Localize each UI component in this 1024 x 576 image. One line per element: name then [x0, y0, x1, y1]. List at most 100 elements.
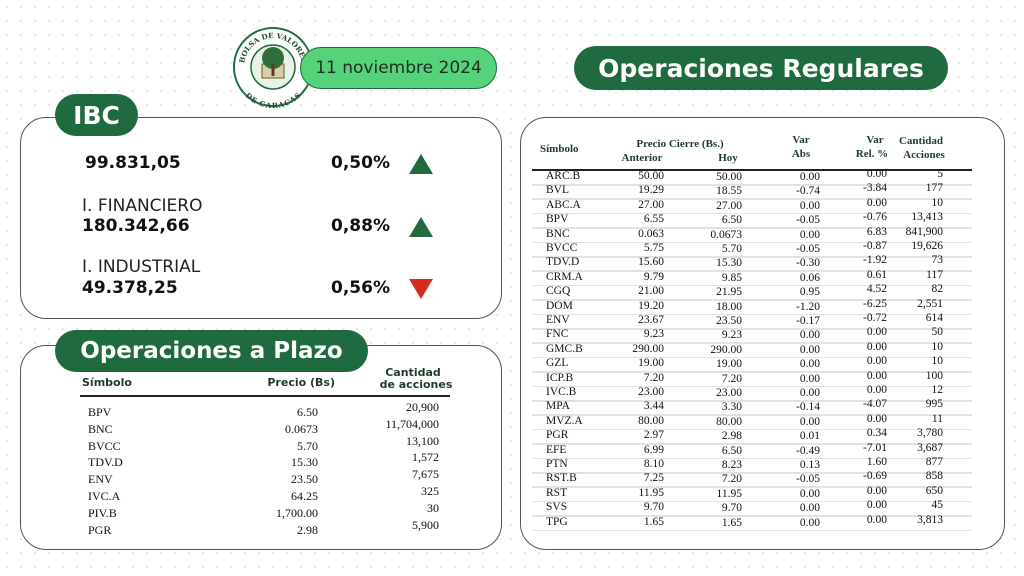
- reg-var-rel: 0.00: [866, 340, 887, 353]
- reg-anterior: 9.23: [643, 328, 664, 341]
- reg-quantity: 50: [931, 326, 944, 339]
- reg-hoy: 18.55: [716, 185, 742, 198]
- reg-symbol: ICP.B: [546, 371, 574, 384]
- reg-row-rule: [532, 270, 972, 272]
- reg-row-rule: [532, 241, 972, 244]
- reg-quantity: 3,780: [917, 427, 943, 440]
- plazo-header: Símbolo: [82, 376, 132, 389]
- reg-quantity: 73: [931, 254, 944, 267]
- reg-var-abs: -0.49: [796, 444, 820, 457]
- arrow-shape: [409, 217, 433, 237]
- reg-anterior: 80.00: [638, 414, 664, 427]
- reg-var-abs: 0.00: [799, 516, 820, 529]
- arrow-shape: [409, 279, 433, 299]
- reg-var-rel: 0.00: [866, 326, 887, 339]
- reg-hoy: 3.30: [721, 401, 742, 414]
- reg-quantity: 995: [925, 398, 943, 411]
- plazo-quantity: 11,704,000: [385, 416, 439, 431]
- reg-quantity: 841,900: [905, 225, 943, 238]
- reg-row-rule: [532, 400, 972, 402]
- reg-var-abs: -1.20: [796, 300, 820, 313]
- reg-row-rule: [532, 428, 972, 431]
- reg-var-rel: -0.76: [863, 211, 887, 224]
- reg-var-abs: 0.00: [799, 372, 820, 385]
- plazo-price: 6.50: [297, 405, 318, 419]
- reg-quantity: 177: [925, 182, 943, 195]
- reg-quantity: 117: [926, 268, 943, 281]
- plazo-price: 5.70: [297, 438, 318, 453]
- reg-hoy: 11.95: [716, 487, 742, 500]
- reg-quantity: 45: [931, 499, 944, 512]
- reg-hoy: 15.30: [716, 257, 742, 270]
- reg-symbol: BVCC: [546, 242, 578, 254]
- reg-var-rel: 4.52: [866, 283, 887, 296]
- reg-anterior: 6.99: [643, 443, 664, 456]
- plazo-quantity: 20,900: [406, 400, 439, 414]
- reg-var-rel: 0.00: [866, 355, 887, 368]
- reg-hoy: 9.70: [721, 502, 742, 515]
- plazo-quantity: 1,572: [412, 450, 439, 465]
- reg-header: Acciones: [903, 149, 945, 161]
- plazo-panel: [20, 345, 502, 550]
- reg-row-rule: [532, 515, 972, 517]
- reg-var-rel: -0.87: [863, 240, 887, 252]
- reg-hoy: 6.50: [721, 214, 742, 227]
- plazo-quantity: 30: [427, 500, 439, 515]
- reg-var-rel: -7.01: [863, 441, 887, 454]
- reg-row-rule: [532, 529, 972, 532]
- reg-symbol: TPG: [546, 515, 568, 528]
- reg-anterior: 9.70: [643, 501, 664, 514]
- reg-quantity: 650: [925, 484, 943, 497]
- reg-row-rule: [532, 328, 972, 330]
- reg-var-rel: 0.00: [866, 384, 887, 396]
- plazo-symbol: TDV.D: [88, 455, 123, 470]
- plazo-symbol: BVCC: [88, 438, 121, 453]
- reg-header: Rel. %: [855, 148, 889, 160]
- reg-var-abs: 0.00: [799, 199, 820, 212]
- index-label: I. FINANCIERO: [82, 196, 203, 216]
- reg-var-abs: 0.00: [799, 387, 820, 399]
- reg-var-rel: 1.60: [866, 456, 887, 468]
- reg-hoy: 23.50: [716, 315, 742, 327]
- reg-var-rel: -1.92: [863, 254, 887, 267]
- up-arrow: [409, 154, 433, 174]
- reg-quantity: 10: [931, 340, 944, 353]
- reg-row-rule: [532, 472, 972, 474]
- reg-symbol: RST: [546, 486, 568, 499]
- index-label: I. INDUSTRIAL: [82, 257, 201, 277]
- reg-row-rule: [532, 500, 972, 503]
- reg-var-abs: 0.00: [799, 358, 820, 371]
- reg-var-rel: 0.00: [866, 499, 887, 512]
- reg-var-rel: -3.84: [863, 182, 887, 195]
- reg-anterior: 6.55: [643, 213, 664, 226]
- reg-var-rel: 0.00: [866, 484, 887, 497]
- reg-var-rel: 0.00: [866, 168, 887, 180]
- plazo-header: de acciones: [379, 378, 453, 391]
- reg-var-rel: 0.00: [866, 369, 887, 382]
- index-change: 0,56%: [331, 278, 390, 298]
- plazo-price: 23.50: [291, 472, 318, 487]
- reg-anterior: 7.25: [643, 472, 664, 485]
- reg-var-rel: -0.72: [863, 312, 887, 324]
- reg-hoy: 8.23: [721, 459, 742, 471]
- logo: BOLSA DE VALORES DE CARACAS: [233, 27, 313, 108]
- reg-header: Hoy: [718, 152, 738, 164]
- reg-row-rule: [532, 256, 972, 258]
- reg-hoy: 2.98: [721, 430, 742, 443]
- reg-row-rule: [532, 184, 972, 186]
- reg-anterior: 7.20: [643, 371, 664, 384]
- reg-anterior: 23.67: [638, 314, 664, 326]
- reg-quantity: 2,551: [917, 297, 943, 310]
- reg-hoy: 23.00: [716, 387, 742, 399]
- plazo-quantity: 325: [421, 484, 439, 498]
- reg-anterior: 21.00: [638, 285, 664, 298]
- reg-var-rel: -4.07: [863, 398, 887, 411]
- reg-quantity: 10: [931, 355, 944, 368]
- reg-anterior: 9.79: [643, 270, 664, 283]
- reg-anterior: 0.063: [638, 227, 664, 240]
- reg-quantity: 5: [937, 168, 943, 180]
- reg-anterior: 19.00: [638, 357, 664, 370]
- reg-symbol: MVZ.A: [546, 414, 583, 427]
- reg-symbol: TDV.D: [546, 256, 580, 269]
